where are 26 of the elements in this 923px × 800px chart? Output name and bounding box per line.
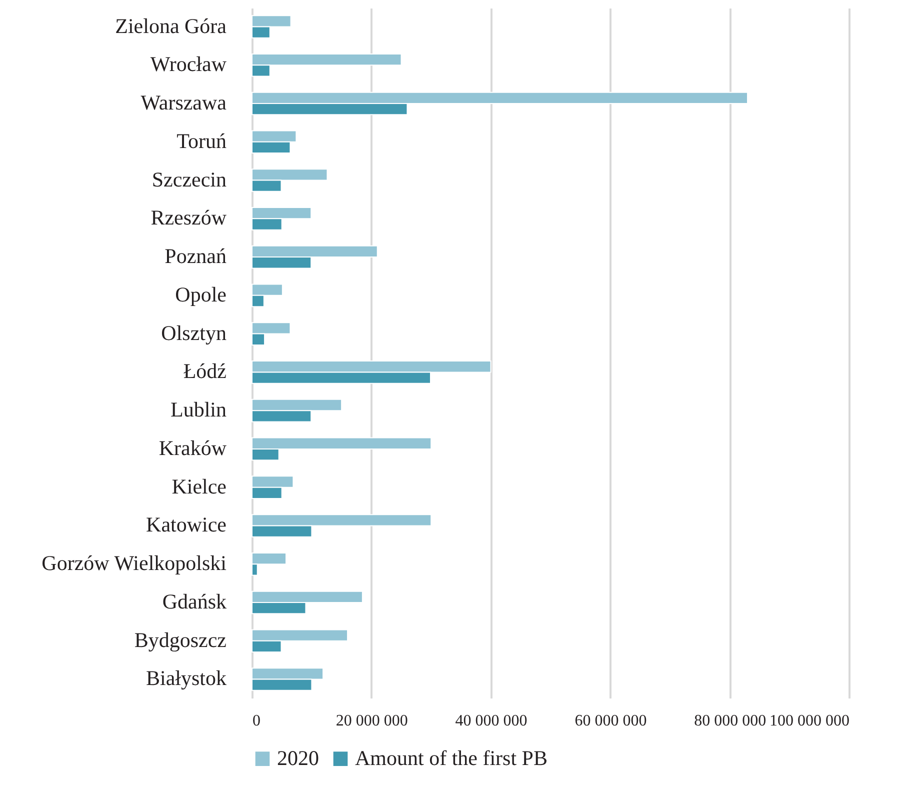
legend-label: Amount of the first PB [355,746,548,770]
legend-label: 2020 [277,746,319,770]
y-tick-label: Lublin [170,398,227,422]
y-tick-label: Katowice [146,512,226,537]
x-tick-label: 20 000 000 [336,712,408,730]
y-tick-label: Zielona Góra [115,14,228,38]
x-tick-label: 0 [252,712,260,730]
y-tick-label: Warszawa [140,90,228,115]
y-tick-label: Łódź [183,359,226,384]
y-tick-label: Gdańsk [162,589,227,614]
y-tick-label: Bydgoszcz [134,628,226,652]
y-tick-label: Opole [175,282,226,306]
x-tick-label: 40 000 000 [455,712,528,730]
y-tick-label: Kraków [158,436,228,460]
y-tick-label: Poznań [164,244,227,268]
y-tick-label: Rzeszów [150,206,228,230]
y-tick-label: Gorzów Wielkopolski [42,551,227,576]
y-tick-label: Wrocław [150,52,228,76]
x-tick-label: 60 000 000 [574,712,647,730]
x-tick-label: 80 000 000 [694,712,766,730]
x-tick-label: 100 000 000 [770,712,850,730]
y-tick-label: Szczecin [152,167,227,192]
y-tick-label: Kielce [172,474,226,498]
y-tick-label: Toruń [176,128,227,153]
y-tick-label: Białystok [146,666,227,690]
y-tick-label: Olsztyn [161,320,227,345]
